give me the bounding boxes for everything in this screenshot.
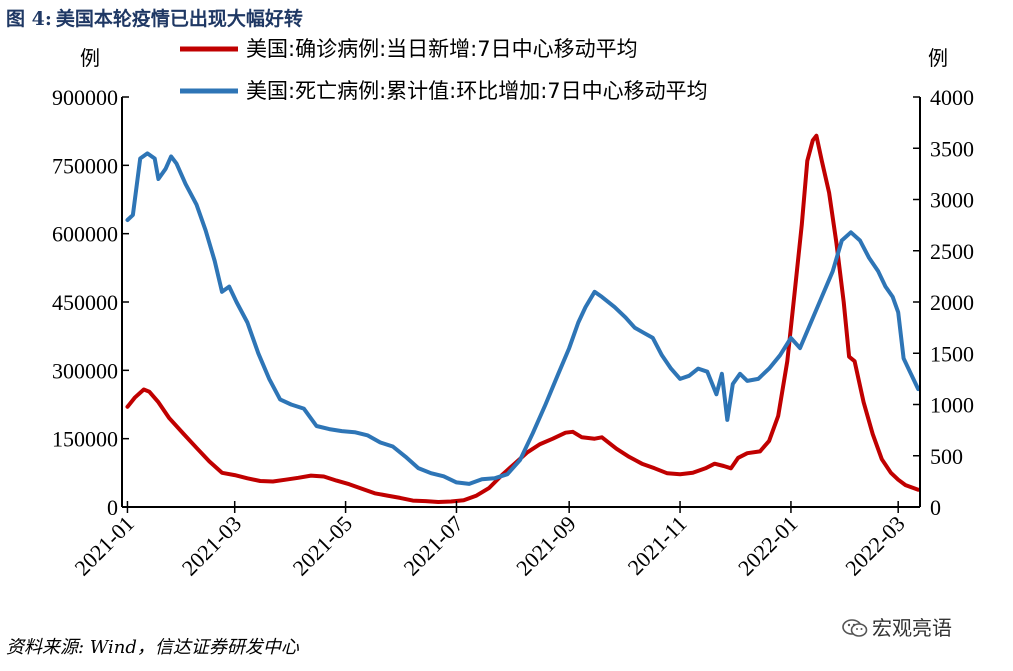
left-tick-label: 600000 (52, 222, 118, 247)
legend-label-1: 美国:确诊病例:当日新增:7日中心移动平均 (246, 37, 638, 61)
left-tick-label: 0 (107, 495, 118, 520)
left-axis-unit: 例 (80, 46, 100, 70)
x-tick-label: 2021-03 (177, 511, 247, 581)
series-line-2 (125, 151, 921, 486)
figure-title: 图 4: 美国本轮疫情已出现大幅好转 (6, 4, 303, 31)
left-tick-label: 300000 (52, 358, 118, 383)
x-tick-label: 2021-09 (511, 511, 581, 581)
right-tick-label: 2500 (930, 239, 974, 264)
right-tick-label: 3000 (930, 188, 974, 213)
right-tick-label: 0 (930, 495, 941, 520)
legend-label-2: 美国:死亡病例:累计值:环比增加:7日中心移动平均 (246, 79, 708, 103)
x-tick-label: 2022-03 (840, 511, 910, 581)
figure-label: 图 4: (6, 8, 52, 30)
right-tick-label: 2000 (930, 290, 974, 315)
axes: 0 150000 300000 450000 600000 750000 900000 0 50… (52, 46, 974, 580)
x-tick-label: 2021-11 (623, 511, 692, 580)
x-tick-label: 2021-01 (69, 511, 139, 581)
watermark-text: 宏观亮语 (872, 616, 952, 640)
left-tick-label: 750000 (52, 153, 118, 178)
legend: 美国:确诊病例:当日新增:7日中心移动平均美国:死亡病例:累计值:环比增加:7日… (180, 37, 708, 103)
right-tick-label: 3500 (930, 136, 974, 161)
figure-title-text: 美国本轮疫情已出现大幅好转 (55, 8, 303, 30)
left-tick-label: 150000 (52, 427, 118, 452)
left-tick-label: 450000 (52, 290, 118, 315)
x-tick-label: 2021-07 (398, 511, 468, 581)
series-line-1 (125, 133, 921, 504)
x-tick-label: 2021-05 (288, 511, 358, 581)
watermark: 宏观亮语 (842, 612, 952, 641)
right-tick-label: 4000 (930, 85, 974, 110)
left-tick-label: 900000 (52, 85, 118, 110)
right-tick-label: 1500 (930, 341, 974, 366)
chart-svg: 0 150000 300000 450000 600000 750000 900000 0 50… (52, 37, 974, 580)
right-tick-label: 500 (930, 444, 963, 469)
plot-lines (125, 133, 921, 504)
source-note: 资料来源: Wind，信达证券研发中心 (6, 637, 299, 658)
right-axis-unit: 例 (928, 46, 948, 70)
right-tick-label: 1000 (930, 393, 974, 418)
wechat-icon (842, 619, 868, 637)
x-tick-label: 2022-01 (733, 511, 803, 581)
